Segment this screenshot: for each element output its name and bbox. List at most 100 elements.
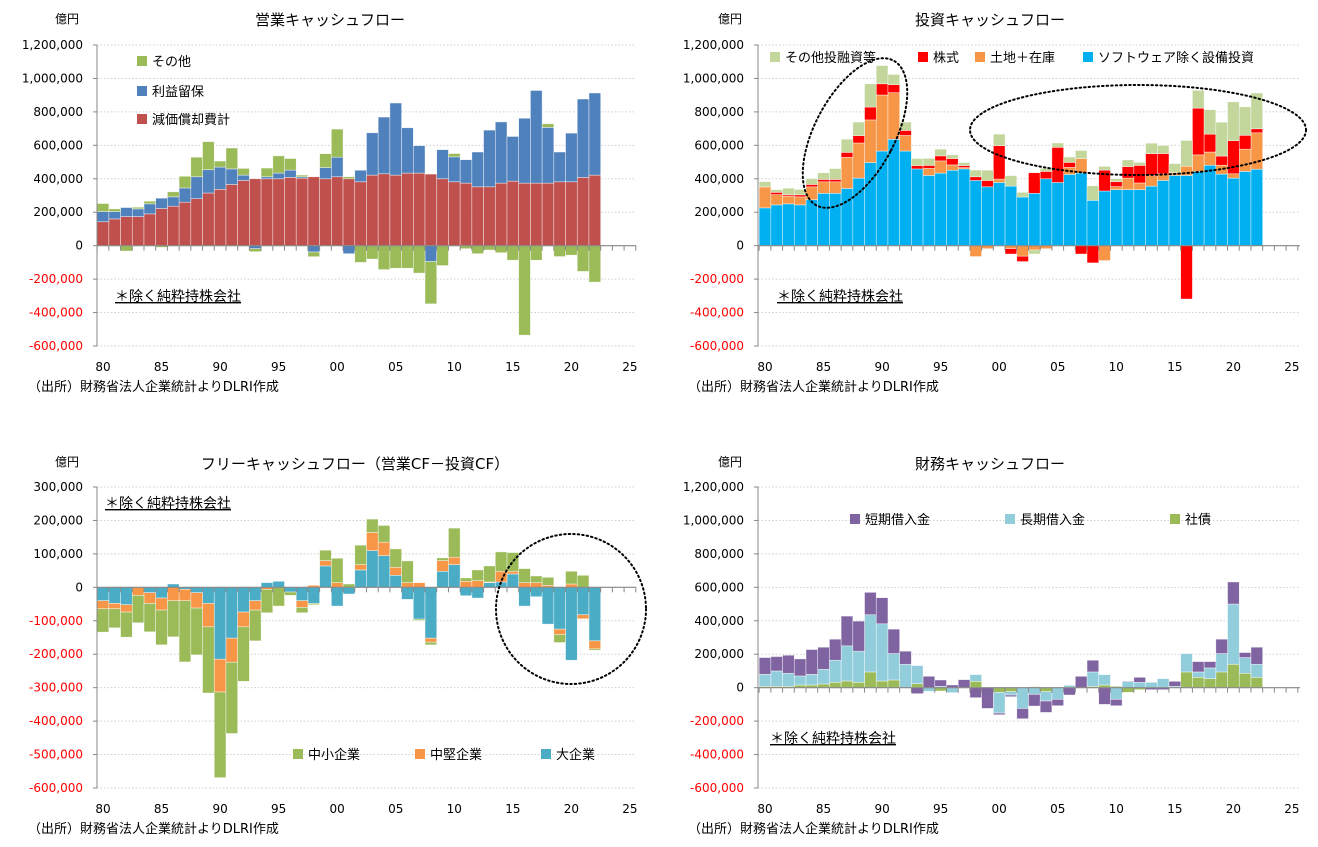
bar-segment-2003 xyxy=(1028,245,1041,251)
bar-segment-1993 xyxy=(249,609,262,642)
bar-segment-1985 xyxy=(155,597,168,611)
bar-segment-2017 xyxy=(1192,107,1205,156)
investing-cf-chart: 投資キャッシュフロー 億円 （出所）財務省法人企業統計よりDLRI作成 1,200,0… xyxy=(683,11,1307,395)
bar-segment-1993 xyxy=(911,165,924,170)
note-text: ＊除く純粋持株会社 xyxy=(770,731,896,747)
bar-segment-1989 xyxy=(864,592,877,616)
bar-segment-2018 xyxy=(541,123,555,128)
bar-segment-2006 xyxy=(401,245,414,269)
bar-segment-2022 xyxy=(588,640,601,650)
bar-segment-1983 xyxy=(793,658,807,677)
bar-segment-2017 xyxy=(530,182,543,246)
bar-segment-2007 xyxy=(413,172,426,246)
x-tick-label: 20 xyxy=(564,802,579,816)
bar-segment-2002 xyxy=(1016,255,1029,262)
bar-segment-2015 xyxy=(1168,681,1182,687)
bar-segment-2012 xyxy=(471,587,484,599)
legend-swatch xyxy=(770,52,780,62)
bar-segment-2001 xyxy=(342,178,356,246)
bar-segment-2018 xyxy=(541,182,555,246)
bar-segment-2000 xyxy=(331,176,344,246)
bar-segment-2009 xyxy=(1098,687,1111,705)
bar-segment-2009 xyxy=(1098,245,1111,261)
bar-segment-2014 xyxy=(1156,153,1170,175)
bar-segment-1985 xyxy=(817,172,830,180)
bar-segment-1986 xyxy=(167,587,180,602)
bar-segment-2002 xyxy=(354,569,367,588)
bar-segment-1991 xyxy=(887,84,900,93)
operating-cf-chart: 営業キャッシュフロー 億円 （出所）財務省法人企業統計よりDLRI作成 1,200,0… xyxy=(22,11,638,395)
bar-segment-1995 xyxy=(934,679,947,687)
bar-segment-2012 xyxy=(1133,182,1146,190)
bar-segment-2007 xyxy=(1075,675,1088,688)
bar-segment-1994 xyxy=(260,589,274,614)
x-tick-label: 10 xyxy=(447,802,462,816)
bar-segment-2016 xyxy=(1180,140,1193,167)
x-tick-label: 05 xyxy=(1050,360,1065,374)
bar-segment-2020 xyxy=(1227,101,1240,141)
bar-segment-1988 xyxy=(852,650,865,683)
y-tick-label: 1,000,000 xyxy=(683,71,744,85)
bar-segment-1981 xyxy=(770,204,783,246)
bar-segment-1988 xyxy=(852,682,865,688)
bar-segment-1994 xyxy=(260,178,274,246)
bar-segment-1993 xyxy=(249,587,262,602)
bar-segment-2007 xyxy=(1075,245,1088,255)
bar-segment-2012 xyxy=(1133,682,1146,688)
legend-label: 減価償却費計 xyxy=(152,112,230,128)
bar-segment-1985 xyxy=(817,193,830,246)
x-tick-label: 90 xyxy=(212,360,227,374)
bar-segment-2016 xyxy=(1180,671,1193,688)
bar-segment-2021 xyxy=(1238,672,1252,688)
legend-label: 短期借入金 xyxy=(865,512,930,528)
y-tick-label: 400,000 xyxy=(694,614,744,628)
bar-segment-2009 xyxy=(436,560,449,572)
bar-segment-2005 xyxy=(389,245,402,269)
bar-segment-1996 xyxy=(946,169,959,246)
bar-segment-2003 xyxy=(1028,687,1041,695)
bar-segment-1998 xyxy=(969,169,982,178)
unit-label: 億円 xyxy=(718,455,742,469)
bar-segment-1999 xyxy=(981,186,994,246)
bar-segment-1986 xyxy=(167,205,180,246)
bar-segment-1990 xyxy=(213,658,227,693)
bar-segment-2022 xyxy=(1250,92,1263,130)
bar-segment-2000 xyxy=(993,712,1006,716)
bar-segment-2008 xyxy=(1086,200,1100,246)
bar-segment-2018 xyxy=(541,576,555,586)
y-tick-label: -600,000 xyxy=(690,339,744,353)
bar-segment-1994 xyxy=(260,582,274,588)
x-tick-label: 05 xyxy=(1050,802,1065,816)
bar-segment-2007 xyxy=(413,618,426,621)
bar-segment-1990 xyxy=(875,680,889,688)
legend-swatch xyxy=(850,514,860,524)
unit-label: 億円 xyxy=(718,12,742,26)
y-tick-label: 0 xyxy=(75,580,83,594)
bar-segment-2017 xyxy=(1192,661,1205,673)
y-tick-label: 1,200,000 xyxy=(683,38,744,52)
legend-swatch xyxy=(415,749,425,759)
bar-segment-2010 xyxy=(1110,181,1123,187)
bar-segment-2021 xyxy=(1238,652,1252,658)
bar-segment-1990 xyxy=(875,94,889,152)
bar-segment-1984 xyxy=(805,184,818,188)
bar-segment-2014 xyxy=(494,570,508,583)
bar-segment-1992 xyxy=(237,626,250,682)
bar-segment-1994 xyxy=(922,158,936,166)
bar-segment-1986 xyxy=(829,179,842,183)
bar-segment-1980 xyxy=(96,221,110,246)
bar-segment-1998 xyxy=(307,587,320,604)
bar-segment-2008 xyxy=(1086,245,1100,264)
y-tick-label: 1,200,000 xyxy=(22,38,83,52)
x-tick-label: 10 xyxy=(1109,802,1124,816)
bar-segment-2002 xyxy=(1016,708,1029,720)
y-tick-label: -200,000 xyxy=(690,714,744,728)
bar-segment-1986 xyxy=(829,168,842,180)
y-tick-label: 100,000 xyxy=(33,547,83,561)
bar-segment-1987 xyxy=(840,680,854,688)
bar-segment-1983 xyxy=(793,189,807,196)
bar-segment-2001 xyxy=(1004,691,1018,696)
bar-segment-1987 xyxy=(178,175,192,189)
x-tick-label: 00 xyxy=(992,802,1007,816)
bar-segment-2011 xyxy=(459,159,473,184)
